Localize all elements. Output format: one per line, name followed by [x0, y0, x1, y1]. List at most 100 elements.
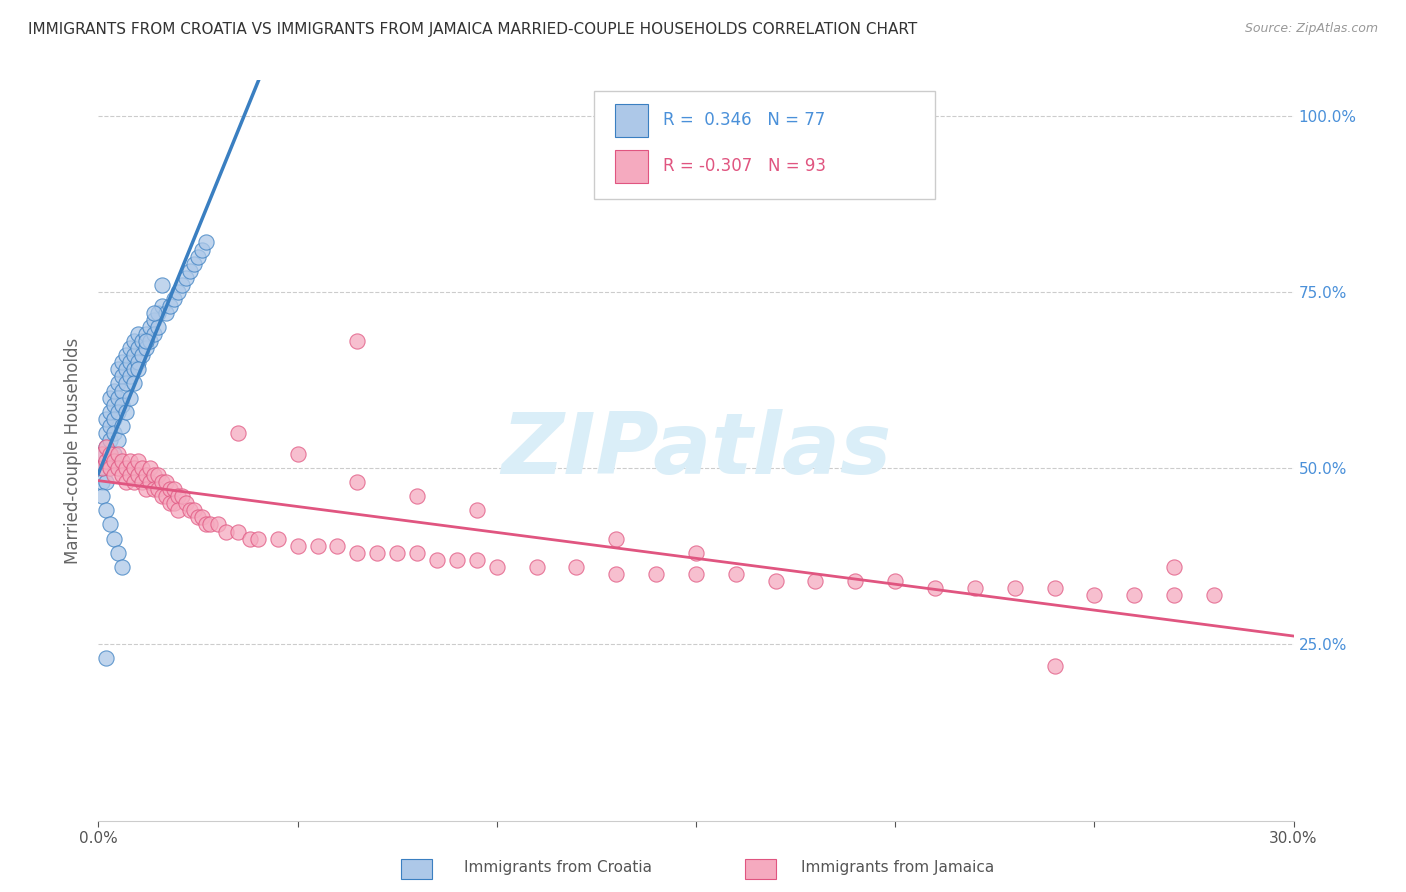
Point [385, 546, 409, 560]
Point [139, 475, 162, 490]
Point [103, 447, 125, 461]
Point [446, 553, 468, 567]
Point [91, 461, 114, 475]
Point [1043, 658, 1066, 673]
Point [143, 306, 166, 320]
Point [91, 447, 114, 461]
Point [226, 524, 249, 539]
Point [406, 489, 429, 503]
Text: ZIPatlas: ZIPatlas [501, 409, 891, 492]
Point [107, 376, 129, 391]
Point [267, 532, 290, 546]
Point [127, 355, 149, 369]
Point [307, 539, 329, 553]
Point [1004, 581, 1026, 595]
Point [124, 334, 146, 348]
Point [163, 482, 186, 496]
Point [111, 369, 134, 384]
Point [465, 503, 488, 517]
Point [100, 517, 122, 532]
Point [1202, 588, 1225, 602]
Point [198, 517, 221, 532]
Point [120, 468, 142, 483]
Point [183, 257, 205, 271]
Point [111, 468, 134, 483]
Point [100, 461, 122, 475]
Point [159, 496, 181, 510]
Point [111, 398, 134, 412]
Point [804, 574, 827, 588]
Point [150, 489, 173, 503]
Point [207, 517, 229, 532]
Point [287, 539, 309, 553]
Point [172, 489, 194, 503]
Point [107, 391, 129, 405]
Point [124, 376, 146, 391]
Point [100, 405, 122, 419]
Point [135, 341, 157, 355]
Point [159, 299, 181, 313]
Point [426, 553, 449, 567]
Point [924, 581, 946, 595]
Point [91, 489, 114, 503]
Point [406, 546, 429, 560]
Point [148, 320, 170, 334]
Point [191, 510, 214, 524]
Point [155, 306, 177, 320]
Point [103, 384, 125, 398]
Point [139, 334, 162, 348]
Point [685, 546, 707, 560]
Point [131, 348, 153, 362]
Point [139, 320, 162, 334]
Point [124, 461, 146, 475]
Point [179, 503, 201, 517]
Point [346, 334, 368, 348]
Point [246, 532, 269, 546]
Point [163, 496, 186, 510]
Text: R =  0.346   N = 77: R = 0.346 N = 77 [662, 112, 825, 129]
Point [120, 454, 142, 468]
Point [150, 277, 173, 292]
Point [107, 405, 129, 419]
Point [91, 475, 114, 490]
Point [91, 461, 114, 475]
Point [100, 447, 122, 461]
Point [107, 447, 129, 461]
Point [131, 461, 153, 475]
Point [187, 250, 209, 264]
Point [131, 334, 153, 348]
Point [111, 559, 134, 574]
Point [685, 566, 707, 581]
Point [155, 489, 177, 503]
Point [150, 299, 173, 313]
Point [167, 285, 190, 299]
Point [765, 574, 787, 588]
Point [115, 348, 138, 362]
Point [148, 482, 170, 496]
Point [115, 405, 138, 419]
Point [135, 468, 157, 483]
Point [724, 566, 747, 581]
Point [195, 235, 218, 250]
Point [159, 482, 181, 496]
Point [91, 447, 114, 461]
Point [115, 475, 138, 490]
Point [143, 313, 166, 327]
Point [103, 398, 125, 412]
Point [100, 433, 122, 447]
Point [215, 524, 238, 539]
Point [103, 411, 125, 425]
Point [127, 454, 149, 468]
Point [326, 539, 349, 553]
Point [115, 362, 138, 376]
Point [884, 574, 907, 588]
Point [135, 482, 157, 496]
Point [100, 391, 122, 405]
Point [103, 454, 125, 468]
Point [143, 482, 166, 496]
Point [645, 566, 668, 581]
Point [100, 447, 122, 461]
Point [127, 327, 149, 342]
Point [103, 425, 125, 440]
Point [111, 418, 134, 433]
